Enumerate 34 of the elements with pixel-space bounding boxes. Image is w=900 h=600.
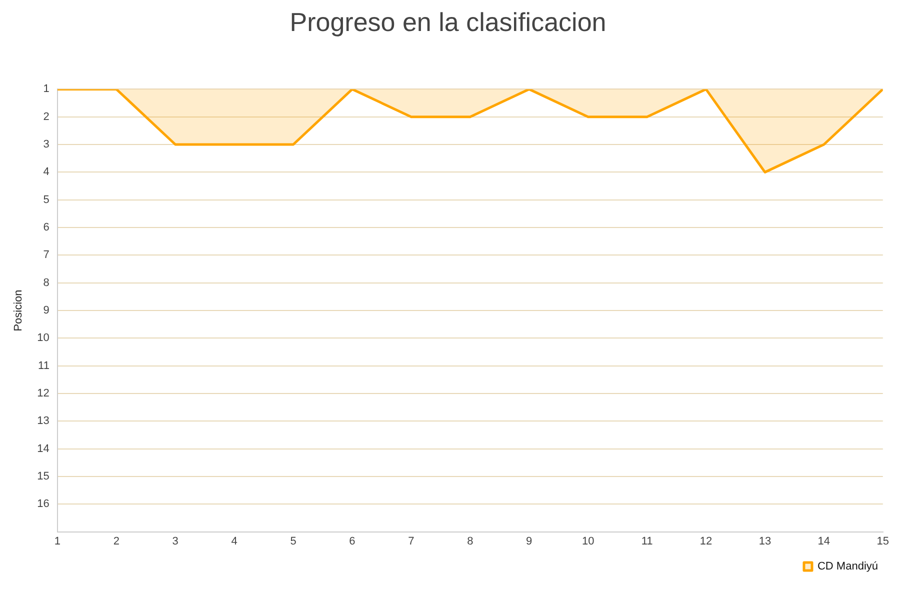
x-tick-label: 6	[349, 535, 356, 548]
y-tick-label: 4	[43, 166, 50, 178]
x-tick-label: 7	[408, 535, 414, 548]
y-tick-label: 13	[37, 415, 50, 428]
y-tick-label: 12	[37, 388, 50, 400]
x-tick-label: 13	[758, 535, 772, 548]
y-tick-label: 9	[43, 304, 50, 317]
x-tick-label: 8	[467, 535, 474, 548]
x-tick-label: 9	[526, 535, 532, 548]
y-tick-label: 10	[37, 332, 50, 344]
x-tick-label: 12	[700, 535, 712, 548]
y-tick-label: 8	[43, 276, 50, 289]
x-tick-label: 10	[582, 535, 594, 548]
x-tick-label: 2	[113, 535, 120, 548]
y-tick-label: 7	[43, 249, 50, 262]
y-tick-label: 16	[37, 498, 50, 510]
x-tick-label: 11	[641, 535, 653, 548]
x-tick-label: 15	[876, 535, 890, 548]
x-tick-label: 5	[290, 535, 296, 548]
y-tick-label: 5	[43, 194, 50, 206]
chart-title: Progreso en la clasificacion	[290, 6, 606, 37]
y-tick-label: 11	[38, 360, 50, 372]
x-tick-label: 4	[231, 535, 238, 548]
y-tick-label: 15	[37, 470, 50, 483]
y-tick-label: 14	[37, 442, 50, 455]
x-tick-label: 1	[54, 535, 60, 548]
y-tick-label: 2	[43, 110, 50, 123]
y-tick-label: 3	[43, 138, 50, 151]
y-tick-label: 6	[43, 222, 50, 234]
x-tick-label: 3	[172, 535, 178, 548]
x-tick-label: 14	[818, 535, 830, 548]
legend-label: CD Mandiyú	[817, 560, 878, 573]
y-axis-title: Posicion	[12, 290, 25, 332]
y-tick-label: 1	[43, 83, 50, 96]
